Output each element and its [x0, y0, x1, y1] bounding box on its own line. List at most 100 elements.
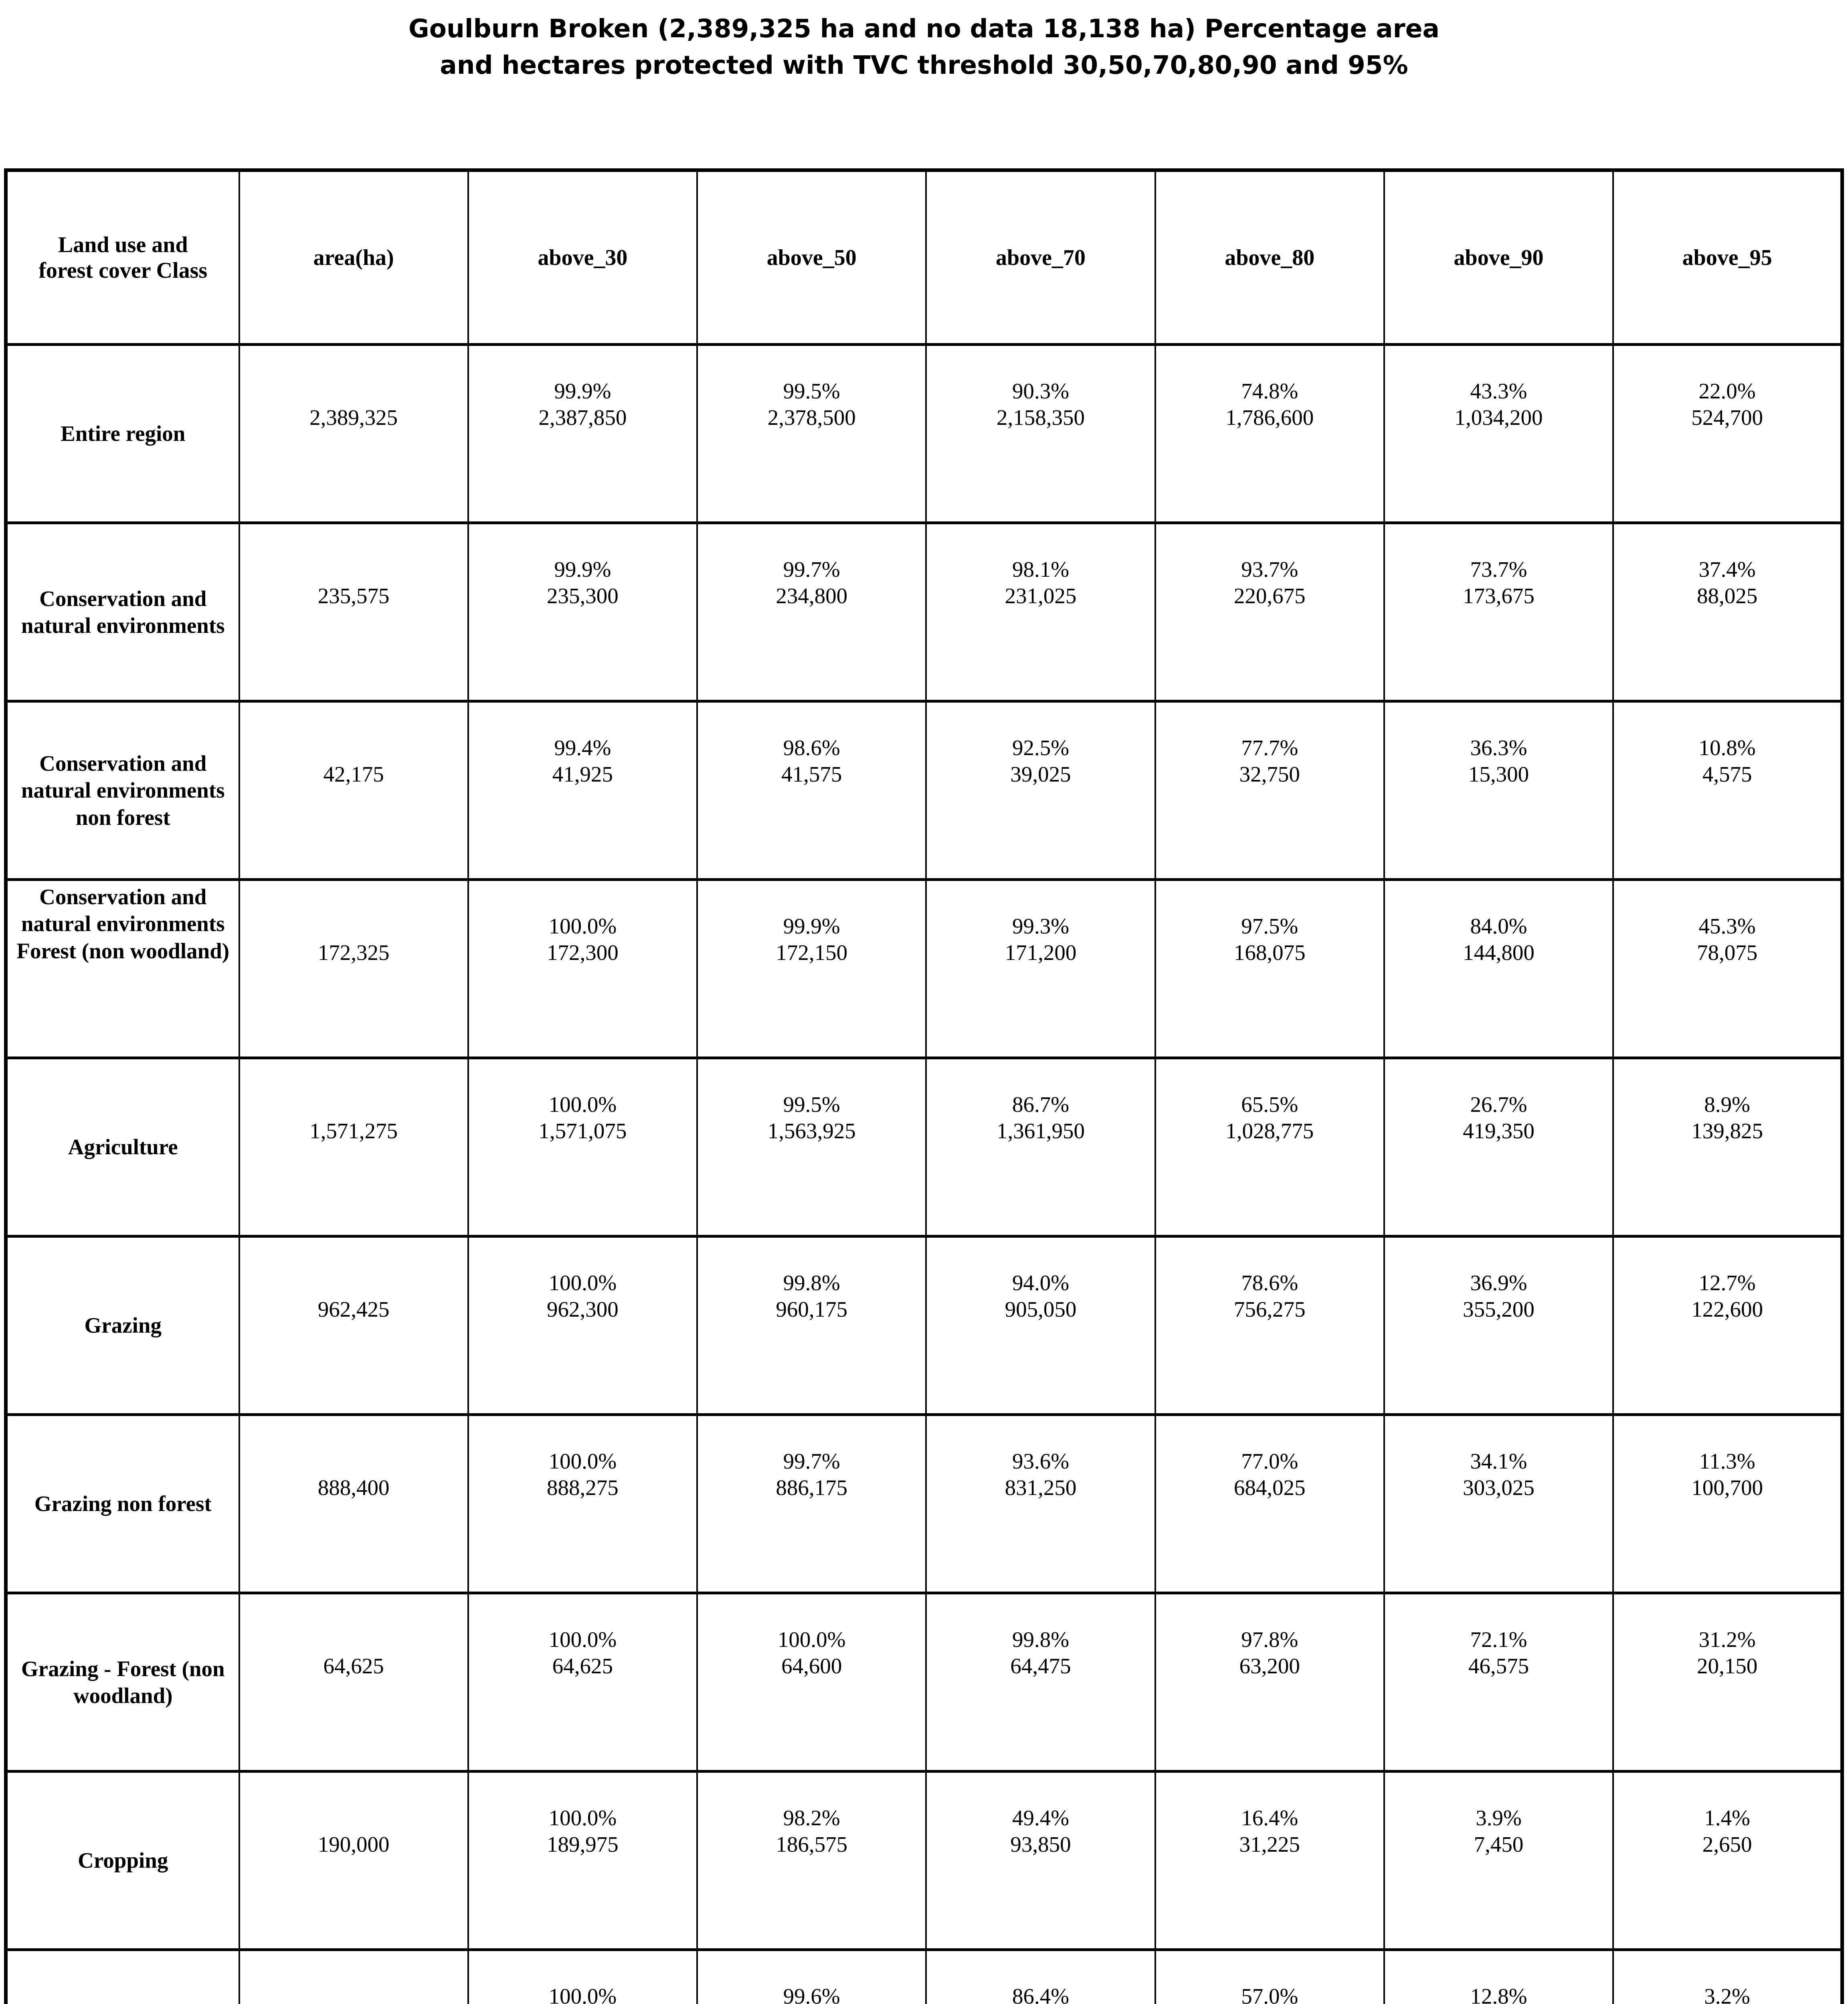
value-cell: 100.0% 172,300 — [467, 878, 698, 1059]
page-title-line2: and hectares protected with TVC threshol… — [440, 51, 1408, 80]
value-cell: 100.0%406,575 — [467, 1948, 698, 2004]
value-cell: 92.5% 39,025 — [925, 700, 1156, 881]
table-header: Land use and forest cover Class area(ha) a… — [5, 169, 1843, 346]
table-row: Grazing - Forest (non woodland) 64,625 10… — [5, 1592, 1843, 1773]
value-cell: 99.3% 171,200 — [925, 878, 1156, 1059]
value-cell: 93.6% 831,250 — [925, 1413, 1156, 1594]
value-cell: 100.0% 64,600 — [696, 1592, 927, 1773]
value-cell: 99.6%404,975 — [696, 1948, 927, 2004]
value-cell: 1.4% 2,650 — [1612, 1770, 1843, 1951]
value-cell: 86.4%351,375 — [925, 1948, 1156, 2004]
value-cell: 93.7% 220,675 — [1154, 521, 1385, 703]
row-label: Agriculture — [5, 1057, 240, 1238]
value-cell: 90.3% 2,158,350 — [925, 343, 1156, 524]
value-cell: 99.7% 234,800 — [696, 521, 927, 703]
value-cell: 36.3% 15,300 — [1383, 700, 1614, 881]
table-row: Grazing non forest 888,400 100.0% 888,275 9… — [5, 1413, 1843, 1594]
value-cell: 99.5% 2,378,500 — [696, 343, 927, 524]
value-cell: 43.3% 1,034,200 — [1383, 343, 1614, 524]
value-cell: 12.8%52,175 — [1383, 1948, 1614, 2004]
value-cell: 12.7% 122,600 — [1612, 1235, 1843, 1416]
value-cell: 86.7% 1,361,950 — [925, 1057, 1156, 1238]
value-cell: 3.2%12,850 — [1612, 1948, 1843, 2004]
table-row: Irrigation 406,625100.0%406,57599.6%404,… — [5, 1948, 1843, 2004]
area-cell: 2,389,325 — [238, 343, 469, 524]
table-row: Grazing 962,425 100.0% 962,300 99.8% 960,175… — [5, 1235, 1843, 1416]
table-row: Conservation and natural environments no… — [5, 700, 1843, 881]
area-cell: 888,400 — [238, 1413, 469, 1594]
column-header-class: Land use and forest cover Class — [5, 169, 240, 346]
column-header: above_95 — [1612, 169, 1843, 346]
value-cell: 97.8% 63,200 — [1154, 1592, 1385, 1773]
value-cell: 45.3% 78,075 — [1612, 878, 1843, 1059]
row-label: Cropping — [5, 1770, 240, 1951]
value-cell: 94.0% 905,050 — [925, 1235, 1156, 1416]
value-cell: 57.0%231,675 — [1154, 1948, 1385, 2004]
value-cell: 99.9% 172,150 — [696, 878, 927, 1059]
value-cell: 8.9% 139,825 — [1612, 1057, 1843, 1238]
row-label: Grazing non forest — [5, 1413, 240, 1594]
table-row: Cropping 190,000 100.0% 189,975 98.2% 186,57… — [5, 1770, 1843, 1951]
value-cell: 100.0% 189,975 — [467, 1770, 698, 1951]
column-header: above_80 — [1154, 169, 1385, 346]
area-cell: 64,625 — [238, 1592, 469, 1773]
value-cell: 36.9% 355,200 — [1383, 1235, 1614, 1416]
area-cell: 190,000 — [238, 1770, 469, 1951]
page-title-line1: Goulburn Broken (2,389,325 ha and no dat… — [408, 14, 1440, 43]
table-row: Conservation and natural environments 23… — [5, 521, 1843, 703]
value-cell: 77.0% 684,025 — [1154, 1413, 1385, 1594]
value-cell: 99.9% 235,300 — [467, 521, 698, 703]
area-cell: 172,325 — [238, 878, 469, 1059]
value-cell: 99.8% 960,175 — [696, 1235, 927, 1416]
row-label: Grazing - Forest (non woodland) — [5, 1592, 240, 1773]
value-cell: 49.4% 93,850 — [925, 1770, 1156, 1951]
value-cell: 84.0% 144,800 — [1383, 878, 1614, 1059]
row-label: Entire region — [5, 343, 240, 524]
row-label: Conservation and natural environments Fo… — [5, 878, 240, 1059]
area-cell: 235,575 — [238, 521, 469, 703]
row-label: Conservation and natural environments — [5, 521, 240, 703]
value-cell: 74.8% 1,786,600 — [1154, 343, 1385, 524]
value-cell: 3.9% 7,450 — [1383, 1770, 1614, 1951]
value-cell: 77.7% 32,750 — [1154, 700, 1385, 881]
value-cell: 65.5% 1,028,775 — [1154, 1057, 1385, 1238]
table-row: Entire region 2,389,325 99.9% 2,387,850 99.… — [5, 343, 1843, 524]
value-cell: 34.1% 303,025 — [1383, 1413, 1614, 1594]
value-cell: 73.7% 173,675 — [1383, 521, 1614, 703]
value-cell: 22.0% 524,700 — [1612, 343, 1843, 524]
value-cell: 100.0% 962,300 — [467, 1235, 698, 1416]
value-cell: 72.1% 46,575 — [1383, 1592, 1614, 1773]
landuse-protection-table: Land use and forest cover Class area(ha) a… — [4, 168, 1844, 2004]
value-cell: 100.0% 64,625 — [467, 1592, 698, 1773]
column-header: area(ha) — [238, 169, 469, 346]
value-cell: 31.2% 20,150 — [1612, 1592, 1843, 1773]
value-cell: 99.4% 41,925 — [467, 700, 698, 881]
column-header: above_90 — [1383, 169, 1614, 346]
value-cell: 99.8% 64,475 — [925, 1592, 1156, 1773]
table-row: Conservation and natural environments Fo… — [5, 878, 1843, 1059]
area-cell: 962,425 — [238, 1235, 469, 1416]
row-label: Conservation and natural environments no… — [5, 700, 240, 881]
value-cell: 16.4% 31,225 — [1154, 1770, 1385, 1951]
value-cell: 26.7% 419,350 — [1383, 1057, 1614, 1238]
value-cell: 97.5% 168,075 — [1154, 878, 1385, 1059]
column-header: above_50 — [696, 169, 927, 346]
table-row: Agriculture 1,571,275 100.0% 1,571,075 99.5… — [5, 1057, 1843, 1238]
value-cell: 98.2% 186,575 — [696, 1770, 927, 1951]
value-cell: 98.6% 41,575 — [696, 700, 927, 881]
column-header: above_30 — [467, 169, 698, 346]
row-label: Grazing — [5, 1235, 240, 1416]
area-cell: 406,625 — [238, 1948, 469, 2004]
value-cell: 99.5% 1,563,925 — [696, 1057, 927, 1238]
value-cell: 10.8% 4,575 — [1612, 700, 1843, 881]
value-cell: 100.0% 888,275 — [467, 1413, 698, 1594]
value-cell: 11.3% 100,700 — [1612, 1413, 1843, 1594]
area-cell: 1,571,275 — [238, 1057, 469, 1238]
value-cell: 99.7% 886,175 — [696, 1413, 927, 1594]
value-cell: 78.6% 756,275 — [1154, 1235, 1385, 1416]
value-cell: 100.0% 1,571,075 — [467, 1057, 698, 1238]
value-cell: 37.4% 88,025 — [1612, 521, 1843, 703]
page-title: Goulburn Broken (2,389,325 ha and no dat… — [0, 10, 1848, 84]
area-cell: 42,175 — [238, 700, 469, 881]
value-cell: 98.1% 231,025 — [925, 521, 1156, 703]
